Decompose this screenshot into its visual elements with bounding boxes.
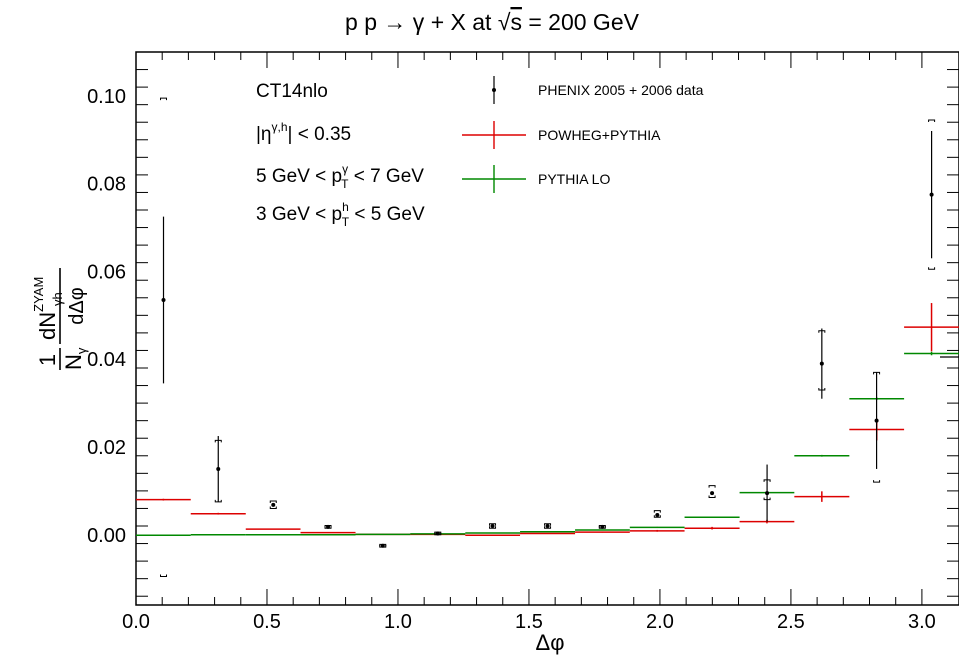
axis-ticks (135, 52, 959, 605)
legend-marker-pythia (462, 165, 526, 193)
model-curves (136, 303, 959, 536)
data-points (160, 97, 959, 577)
x-tick-label: 0.5 (253, 611, 281, 633)
data-sys-bracket (160, 97, 168, 101)
data-sys-bracket (763, 497, 771, 501)
x-axis-label: Δφ (536, 630, 565, 655)
legend-marker-powheg (462, 121, 526, 149)
y-tick-label: 0.10 (87, 86, 126, 108)
data-point (655, 513, 660, 518)
ylabel-num-main: dN (35, 312, 60, 340)
y-tick-labels: 0.00 0.02 0.04 0.06 0.08 0.10 (87, 86, 126, 547)
data-sys-bracket (873, 371, 881, 375)
legend-marker-data (492, 76, 496, 104)
data-point (326, 524, 331, 529)
data-sys-bracket (928, 119, 936, 123)
annotation-ptg-post: < 7 GeV (348, 166, 424, 187)
x-tick-label: 2.0 (646, 611, 674, 633)
title-root: √ (498, 9, 511, 35)
data-point (216, 466, 221, 471)
annotation-pt-gamma: 5 GeV < pγ T < 7 GeV (256, 162, 424, 191)
data-point (435, 531, 440, 536)
data-point (545, 524, 550, 528)
chart-title: p p → γ + X at √s = 200 GeV (345, 9, 640, 35)
title-tail: = 200 GeV (522, 9, 640, 35)
y-tick-label: 0.06 (87, 261, 126, 283)
data-point (380, 543, 385, 548)
annotation-ptg-sup: γ (342, 162, 348, 176)
data-sys-bracket (818, 387, 826, 391)
y-tick-label: 0.04 (87, 349, 126, 371)
data-sys-bracket (544, 526, 552, 529)
data-point (271, 502, 276, 507)
data-sys-bracket (763, 479, 771, 482)
data-point (819, 361, 824, 366)
annotation-eta-post: | < 0.35 (288, 124, 352, 145)
data-sys-bracket (928, 267, 936, 270)
x-tick-label: 1.0 (384, 611, 412, 633)
data-point (490, 524, 495, 528)
data-sys-bracket (544, 523, 552, 526)
ylabel-num: dNZYAM (31, 277, 60, 340)
title-main: p p → γ + X at (345, 9, 498, 35)
legend-label-pythia: PYTHIA LO (538, 171, 610, 187)
x-tick-labels: 0.0 0.5 1.0 1.5 2.0 2.5 3.0 (122, 611, 936, 633)
data-sys-bracket (214, 499, 222, 503)
y-tick-label: 0.02 (87, 437, 126, 459)
plot-frame (135, 51, 959, 606)
annotation-ptg-pre: 5 GeV < p (256, 166, 342, 187)
data-point (600, 524, 605, 529)
data-sys-bracket (708, 485, 716, 488)
data-sys-bracket (160, 574, 168, 577)
data-sys-bracket (269, 500, 277, 503)
data-sys-bracket (708, 495, 716, 498)
data-point (929, 192, 934, 197)
x-tick-label: 3.0 (908, 611, 936, 633)
annotation-pdf: CT14nlo (256, 81, 328, 102)
data-point (765, 491, 770, 496)
y-axis-label: 1 Nγ dNZYAM γh dΔφ (31, 268, 89, 370)
annotation-pth-sup: h (342, 200, 349, 214)
annotation-pth-post: < 5 GeV (349, 204, 425, 225)
annotation-eta-sup: γ,h (272, 120, 288, 134)
data-sys-bracket (214, 439, 222, 443)
annotation-pt-hadron: 3 GeV < ph T < 5 GeV (256, 200, 425, 229)
title-root-arg: s (510, 9, 522, 35)
legend-label-data: PHENIX 2005 + 2006 data (538, 82, 704, 98)
annotation-ptg-sub: T (341, 177, 349, 191)
ylabel-den: dΔφ (66, 287, 88, 324)
ylabel-num-sub: γh (50, 292, 65, 306)
y-tick-label: 0.08 (87, 174, 126, 196)
data-point (874, 418, 879, 423)
y-tick-label: 0.00 (87, 525, 126, 547)
data-sys-bracket (873, 480, 881, 483)
annotation-pth-sub: T (342, 215, 350, 229)
data-sys-bracket (489, 526, 497, 529)
data-sys-bracket (489, 523, 497, 526)
ylabel-frac-den-main: N (61, 354, 86, 370)
legend: PHENIX 2005 + 2006 data POWHEG+PYTHIA PY… (462, 76, 704, 193)
ylabel-frac-num: 1 (35, 354, 60, 366)
legend-label-powheg: POWHEG+PYTHIA (538, 127, 661, 143)
annotation-eta-pre: |η (256, 124, 272, 145)
data-sys-bracket (818, 330, 826, 333)
ylabel-frac-den-sub: γ (74, 347, 89, 354)
data-sys-bracket (653, 515, 661, 518)
annotation-pth-pre: 3 GeV < p (256, 204, 342, 225)
annotation-eta: |ηγ,h| < 0.35 (256, 120, 351, 145)
ylabel-frac-den: Nγ (61, 347, 89, 370)
x-tick-label: 1.5 (515, 611, 543, 633)
data-point (161, 297, 166, 302)
x-tick-label: 2.5 (777, 611, 805, 633)
ylabel-num-sup: ZYAM (31, 277, 46, 312)
data-point (710, 491, 715, 496)
x-tick-label: 0.0 (122, 611, 150, 633)
data-sys-bracket (653, 510, 661, 513)
data-sys-bracket (269, 506, 277, 509)
